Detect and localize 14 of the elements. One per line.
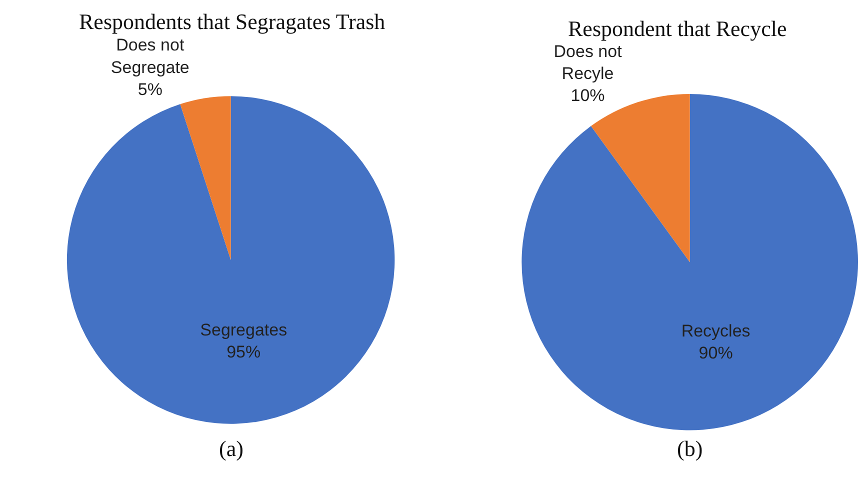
slice-label: Does not Recyle [554,42,622,84]
slice-label: Does not Segregate [110,36,190,77]
data-label: 10% [570,86,605,106]
pie-slice [180,96,231,260]
pie-slice [67,96,395,424]
chart-title: Respondent that Recycle [568,16,787,41]
data-label: 5% [138,80,162,99]
data-label: 90% [698,344,733,363]
chart-title: Respondents that Segragates Trash [79,9,386,34]
slice-label: Segregates [200,320,288,340]
text: (a) [219,436,244,461]
data-label: 95% [226,342,261,362]
slice-label: Recycles [681,322,750,341]
text: (b) [677,436,703,461]
